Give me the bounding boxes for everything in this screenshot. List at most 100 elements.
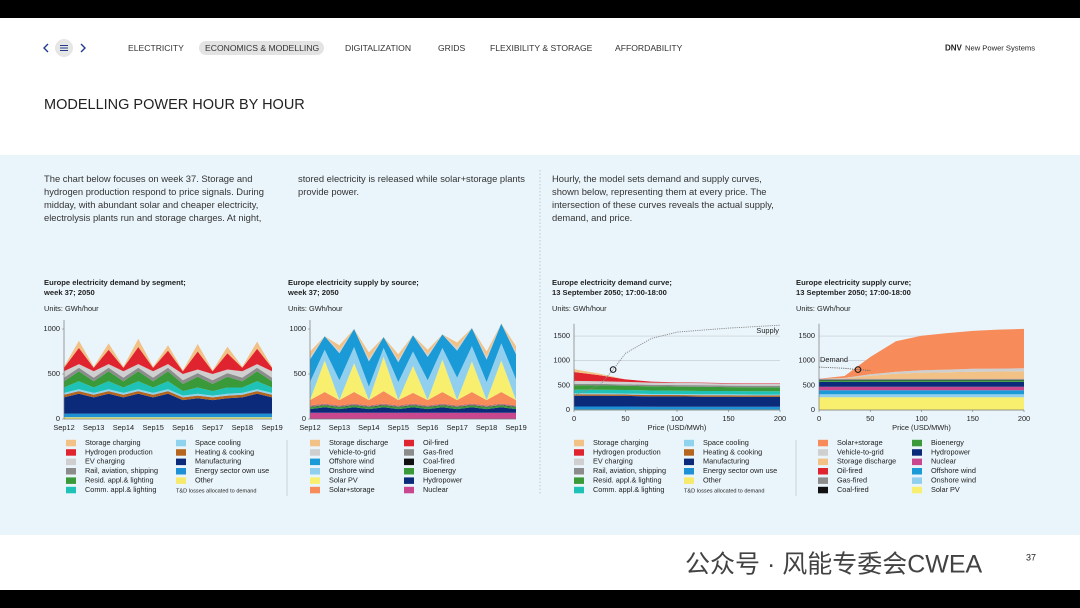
legend-swatch xyxy=(574,477,584,484)
area xyxy=(574,385,780,392)
x-tick-label: 50 xyxy=(866,414,874,423)
x-tick-label: 0 xyxy=(572,414,576,423)
x-tick-label: Sep19 xyxy=(261,423,282,432)
legend-label: Solar+storage xyxy=(329,485,375,494)
area xyxy=(574,389,780,395)
nav-item[interactable]: DIGITALIZATION xyxy=(345,43,411,53)
area xyxy=(574,393,780,396)
x-tick-label: 100 xyxy=(671,414,683,423)
nav-item[interactable]: FLEXIBILITY & STORAGE xyxy=(490,43,593,53)
y-tick-label: 1000 xyxy=(554,356,570,365)
x-tick-label: Sep13 xyxy=(329,423,350,432)
chart-title: 13 September 2050; 17:00-18:00 xyxy=(552,288,667,297)
paragraph: Hourly, the model sets demand and supply… xyxy=(552,173,774,223)
area xyxy=(64,381,272,396)
x-tick-label: Sep12 xyxy=(299,423,320,432)
y-tick-label: 1000 xyxy=(290,324,306,333)
area xyxy=(310,407,516,413)
legend-label: EV charging xyxy=(593,457,633,466)
x-tick-label: Sep12 xyxy=(53,423,74,432)
legend-swatch xyxy=(912,449,922,456)
legend-label: Vehicle-to-grid xyxy=(329,447,376,456)
area xyxy=(310,343,516,401)
x-tick-label: 150 xyxy=(722,414,734,423)
legend-swatch xyxy=(176,449,186,456)
curve-line xyxy=(573,324,781,396)
x-tick-label: Sep15 xyxy=(388,423,409,432)
intersection-marker xyxy=(854,366,862,373)
x-axis-label: Price (USD/MWh) xyxy=(648,423,707,432)
area xyxy=(64,364,272,381)
brand: DNV xyxy=(945,44,963,53)
paragraph: The chart below focuses on week 37. Stor… xyxy=(44,173,264,223)
x-tick-label: Sep13 xyxy=(83,423,104,432)
area xyxy=(64,347,272,374)
legend-label: Coal-fired xyxy=(423,457,455,466)
legend-label: Hydrogen production xyxy=(593,447,661,456)
nav-item[interactable]: ECONOMICS & MODELLING xyxy=(205,43,319,53)
legend-swatch xyxy=(912,439,922,447)
paragraph: stored electricity is released while sol… xyxy=(298,173,525,197)
y-tick-label: 500 xyxy=(294,369,306,378)
legend-label: Other xyxy=(703,476,722,485)
legend-label: Hydropower xyxy=(423,476,463,485)
legend-label: Oil-fired xyxy=(423,438,449,447)
legend-swatch xyxy=(818,468,828,475)
legend-label: Rail, aviation, shipping xyxy=(85,466,158,475)
area xyxy=(819,378,1024,380)
area xyxy=(574,372,780,384)
nav-item[interactable]: GRIDS xyxy=(438,43,465,53)
area xyxy=(819,371,1024,379)
legend-label: Onshore wind xyxy=(329,466,374,475)
chart-title: week 37; 2050 xyxy=(287,288,339,297)
x-tick-label: Sep19 xyxy=(505,423,526,432)
area xyxy=(64,389,272,398)
legend-swatch xyxy=(684,468,694,475)
y-tick-label: 500 xyxy=(558,380,570,389)
chart-title: 13 September 2050; 17:00-18:00 xyxy=(796,288,911,297)
x-tick-label: 50 xyxy=(621,414,629,423)
chart-units: Units: GWh/hour xyxy=(552,304,607,313)
area xyxy=(310,391,516,406)
x-tick-label: Sep14 xyxy=(113,423,134,432)
legend-label: Storage charging xyxy=(593,438,649,447)
area xyxy=(574,380,780,386)
legend-label: Offshore wind xyxy=(931,466,976,475)
area xyxy=(310,356,516,401)
legend-label: Energy sector own use xyxy=(703,466,777,475)
nav-item[interactable]: AFFORDABILITY xyxy=(615,43,683,53)
area xyxy=(64,417,272,419)
area xyxy=(64,338,272,372)
area xyxy=(64,393,272,414)
chart-units: Units: GWh/hour xyxy=(288,304,343,313)
area xyxy=(574,383,780,388)
legend-label: Energy sector own use xyxy=(195,466,269,475)
y-tick-label: 1000 xyxy=(44,324,60,333)
legend-swatch xyxy=(574,439,584,447)
nav-item[interactable]: ELECTRICITY xyxy=(128,43,184,53)
area xyxy=(819,379,1024,381)
chart-units: Units: GWh/hour xyxy=(44,304,99,313)
area xyxy=(310,412,516,419)
legend-label: Rail, aviation, shipping xyxy=(593,466,666,475)
x-tick-label: Sep16 xyxy=(172,423,193,432)
legend-label: Solar+storage xyxy=(837,438,883,447)
legend-swatch xyxy=(818,449,828,456)
x-tick-label: Sep15 xyxy=(142,423,163,432)
legend-swatch xyxy=(310,439,320,447)
y-tick-label: 0 xyxy=(811,405,815,414)
next-arrow[interactable] xyxy=(80,43,86,53)
prev-arrow[interactable] xyxy=(43,43,49,53)
legend-swatch xyxy=(310,449,320,456)
legend-label: Vehicle-to-grid xyxy=(837,447,884,456)
legend-swatch xyxy=(912,477,922,484)
legend-swatch xyxy=(574,486,584,494)
legend-label: Coal-fired xyxy=(837,485,869,494)
y-tick-label: 0 xyxy=(302,414,306,423)
chart-title: week 37; 2050 xyxy=(43,288,95,297)
legend-label: Resid. appl.& lighting xyxy=(593,476,662,485)
x-tick-label: Sep18 xyxy=(232,423,253,432)
area xyxy=(574,395,780,407)
area xyxy=(819,397,1024,410)
